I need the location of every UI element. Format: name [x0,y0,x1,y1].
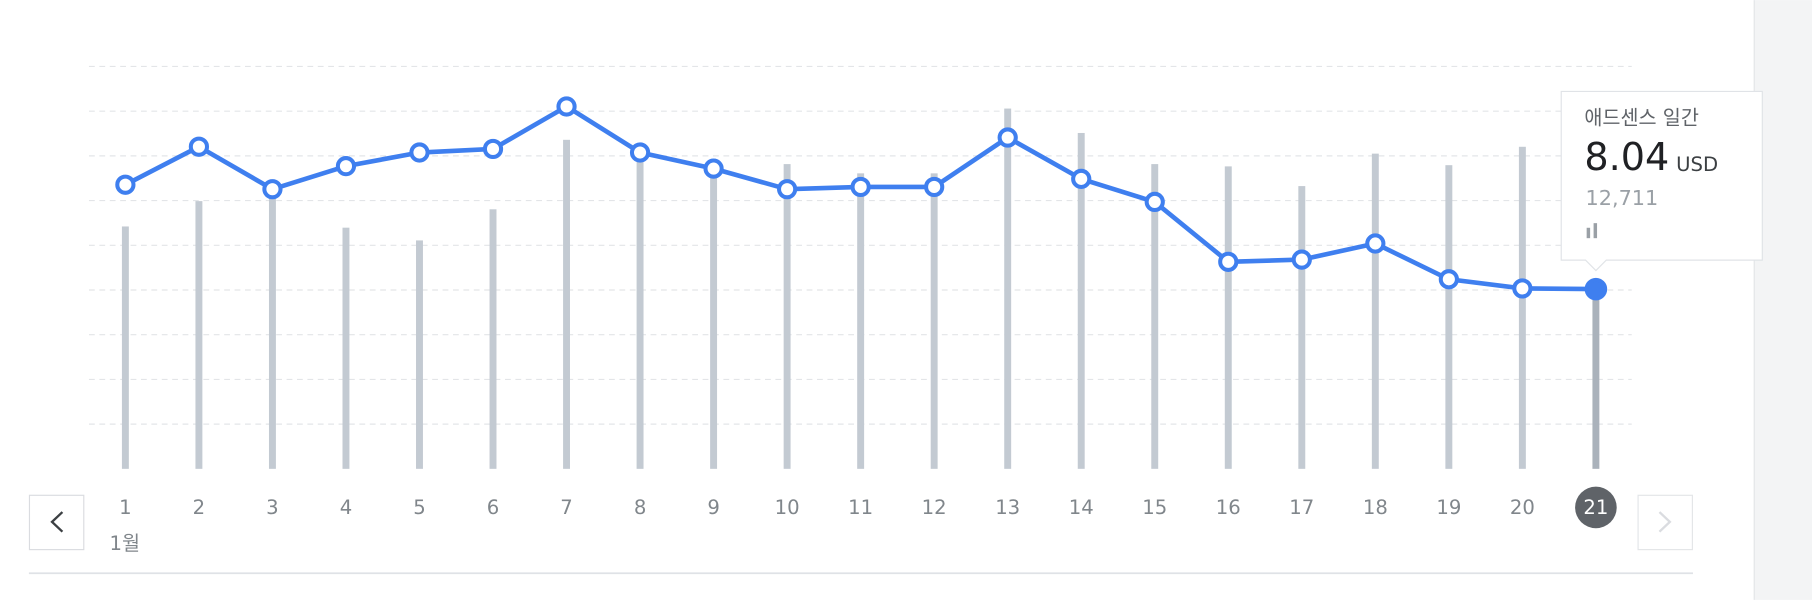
month-label: 1월 [110,532,141,555]
x-tick-label: 3 [266,496,279,519]
tooltip-icon [1593,223,1598,239]
x-tick-label: 7 [560,496,573,519]
point [629,142,651,163]
bar [195,201,203,469]
prev-icon [50,511,64,533]
bar [563,139,571,469]
bar [930,173,938,469]
bar [1298,186,1306,469]
bar [1077,132,1085,469]
point [1512,278,1533,299]
bar [489,209,497,469]
x-tick-label: 15 [1142,496,1167,519]
point [556,96,577,117]
x-tick-label: 2 [193,496,206,519]
bar [121,226,129,469]
point [115,174,136,195]
bar [710,173,718,469]
x-tick-label: 13 [995,496,1020,519]
x-tick-label: 4 [340,496,353,519]
bar [268,196,276,469]
point [1291,249,1312,270]
next-button[interactable] [1637,494,1693,551]
x-tick-label: 5 [413,496,426,519]
tooltip-box [1560,90,1763,272]
bar [1592,298,1600,469]
point [997,127,1018,148]
x-tick-label: 17 [1289,496,1314,519]
point [409,142,430,163]
x-tick-label: 14 [1069,496,1094,519]
selected-day [1575,486,1617,529]
point [335,156,357,177]
x-tick-label: 11 [848,496,873,519]
point [924,176,945,198]
x-tick-label: 18 [1363,496,1388,519]
tooltip-icon [1586,227,1591,239]
point [262,179,283,200]
bar [416,240,423,469]
bar [636,150,644,469]
bar [1445,165,1453,469]
bar [1371,153,1379,469]
bar [1224,166,1232,469]
point [1584,277,1608,301]
tooltip-unit: USD [1676,153,1718,176]
x-tick-label: 8 [634,496,647,519]
prev-button[interactable] [28,494,85,551]
point [703,158,724,179]
point [482,138,504,160]
x-tick-label: 21 [1583,496,1608,519]
point [777,179,798,200]
x-tick-label: 6 [487,496,500,519]
point [1218,251,1239,272]
bar [783,164,791,469]
x-tick-label: 9 [707,496,720,519]
point [188,136,210,157]
x-tick-label: 12 [922,496,947,519]
point [850,176,871,198]
x-tick-label: 10 [775,496,800,519]
bar [857,173,865,469]
x-tick-label: 19 [1436,496,1461,519]
point [1144,191,1165,213]
next-icon [1658,511,1672,533]
point [1365,233,1386,254]
tooltip: 애드센스 일간 8.04 USD 12,711 [1560,90,1763,272]
x-tick-label: 16 [1216,496,1241,519]
bar [1518,146,1526,469]
tooltip-value: 8.04 [1584,135,1669,179]
point [1438,269,1459,290]
tooltip-title: 애드센스 일간 [1584,107,1699,130]
side-panel [1754,0,1812,600]
point [1071,168,1092,190]
tooltip-secondary: 12,711 [1586,186,1659,210]
x-tick-label: 1 [119,496,132,519]
x-tick-label: 20 [1510,496,1535,519]
bar [1151,164,1159,469]
bar [1004,108,1012,469]
bar [342,227,350,469]
